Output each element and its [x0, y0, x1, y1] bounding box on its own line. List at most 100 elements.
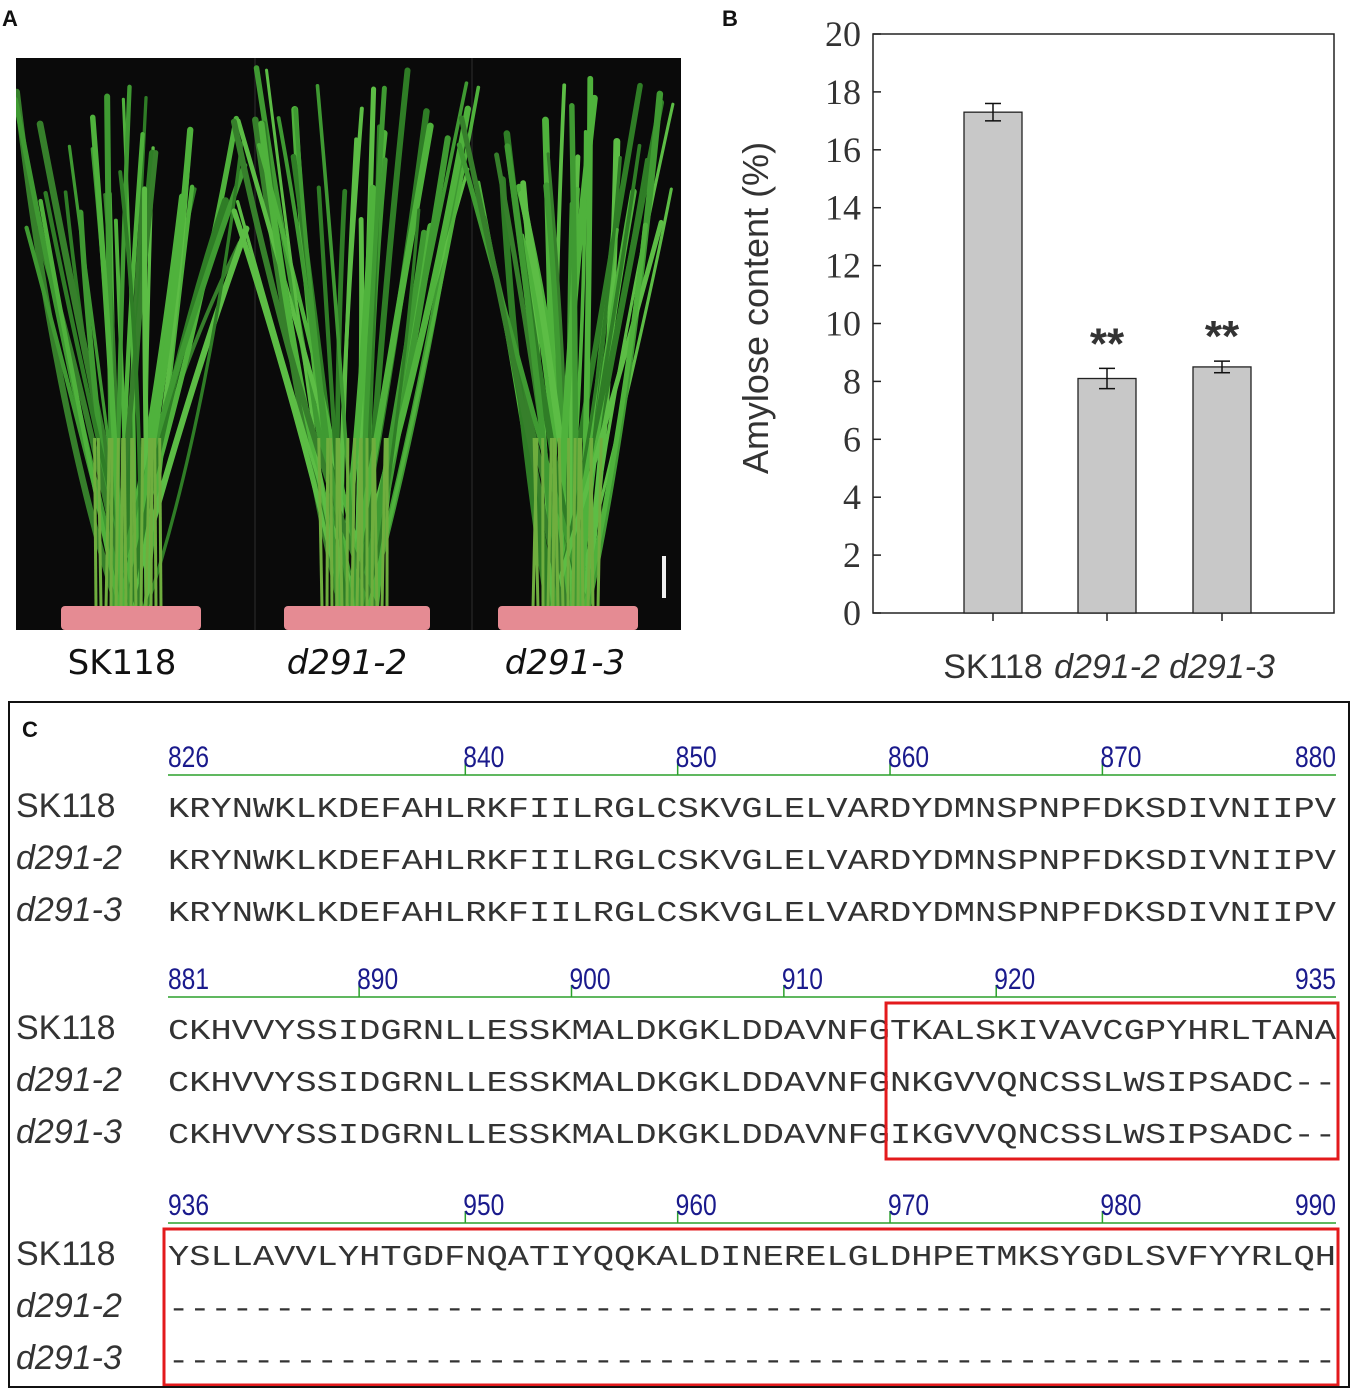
rice-stem: [589, 437, 595, 609]
significance-marker: **: [1205, 312, 1240, 361]
sequence-name: d291-2: [16, 839, 122, 877]
ruler-position-label: 850: [676, 740, 717, 774]
ruler-position-label: 960: [676, 1188, 717, 1222]
y-tick-label: 20: [825, 18, 861, 54]
error-bar: [985, 102, 1001, 122]
ruler-position-label: 910: [782, 962, 823, 996]
ruler-position-label: 860: [888, 740, 929, 774]
rice-stem: [317, 437, 324, 609]
significance-marker: **: [1090, 319, 1125, 368]
y-tick-label: 12: [825, 246, 861, 286]
y-tick-label: 16: [825, 130, 861, 170]
rice-stem: [571, 437, 577, 609]
y-tick-label: 14: [825, 188, 861, 228]
rice-stem: [325, 437, 330, 609]
rice-leaf: [38, 198, 122, 611]
chart-axes: 0 2 4 6 8 10 12 14 16 18 20 SK118 d291-2 d291-3: [825, 18, 1335, 686]
rice-leaf: [117, 126, 194, 612]
sequence-name: SK118: [16, 1235, 116, 1273]
sequence-name: SK118: [16, 787, 116, 825]
ruler-position-label: 881: [168, 962, 209, 996]
y-tick-label: 2: [843, 535, 861, 575]
x-category-label: d291-2: [1054, 648, 1160, 686]
rice-stem: [546, 437, 553, 609]
ruler-position-label: 880: [1295, 740, 1336, 774]
rice-stem: [139, 437, 145, 609]
alignment-block: 826 840 850 860 870 880 SK118 KRYNWKLKDEFAHLRKF…: [16, 740, 1337, 930]
panel-letter-c: C: [22, 717, 38, 742]
rice-leaf: [89, 114, 125, 611]
rice-stem: [579, 437, 585, 609]
sequence-alignment-panel: C 826 840 850 860 870 880 SK118 KRYNWKLKDEFAHLR…: [8, 701, 1350, 1388]
rice-stem: [345, 437, 350, 609]
y-tick-label: 4: [843, 477, 861, 517]
ruler-position-label: 990: [1295, 1188, 1336, 1222]
ruler-position-label: 935: [1295, 962, 1336, 996]
plant-label-d291-3: d291-3: [504, 643, 626, 683]
rice-stem: [129, 437, 134, 609]
sequence-residues: KRYNWKLKDEFAHLRKFIILRGLCSKVGLELVARDYDMNS…: [168, 845, 1337, 878]
rice-stem: [372, 437, 379, 609]
ruler-position-label: 900: [569, 962, 610, 996]
y-tick-label: 10: [825, 304, 861, 344]
rice-stem: [350, 437, 357, 609]
bar-sk118: [963, 111, 1023, 614]
plant-label-sk118: SK118: [67, 643, 177, 683]
sequence-name: d291-3: [16, 1113, 122, 1151]
error-bar: [1214, 360, 1230, 374]
sequence-residues: KRYNWKLKDEFAHLRKFIILRGLCSKVGLELVARDYDMNS…: [168, 793, 1337, 826]
rice-stem: [329, 437, 334, 609]
ruler-position-label: 840: [463, 740, 504, 774]
sequence-name: d291-2: [16, 1287, 122, 1325]
panel-letter-a: A: [2, 6, 18, 31]
sequence-residues: KRYNWKLKDEFAHLRKFIILRGLCSKVGLELVARDYDMNS…: [168, 897, 1337, 930]
rice-stem: [532, 437, 540, 609]
sequence-name: d291-2: [16, 1061, 122, 1099]
rice-stem: [122, 437, 128, 609]
sequence-residues: CKHVVYSSIDGRNLLESSKMALDKGKLDDAVNFGIKGVVQ…: [168, 1119, 1336, 1152]
sequence-residues: CKHVVYSSIDGRNLLESSKMALDKGKLDDAVNFGTKALSK…: [168, 1015, 1337, 1048]
rice-stem: [114, 437, 120, 609]
y-axis-label: Amylose content (%): [735, 142, 776, 474]
rice-stem: [109, 437, 114, 609]
ruler-position-label: 890: [357, 962, 398, 996]
sequence-residues: YSLLAVVLYHTGDFNQATIYQQKALDINERELGLDHPETM…: [168, 1241, 1336, 1274]
rice-stem: [93, 437, 98, 609]
rice-leaf: [582, 222, 648, 611]
rice-leaf: [276, 116, 340, 610]
amylose-bar-chart: 0 2 4 6 8 10 12 14 16 18 20 SK118 d291-2 d291-3 ** ** …: [735, 18, 1335, 686]
frameshift-highlight-box: [162, 1227, 1340, 1386]
rice-plants-illustration: [12, 58, 681, 630]
bar-d291-2: [1077, 377, 1137, 614]
rice-stem: [144, 437, 152, 609]
rice-stem: [359, 437, 364, 609]
sequence-name: d291-3: [16, 891, 122, 929]
rice-stem: [557, 437, 565, 609]
ruler-position-label: 980: [1100, 1188, 1141, 1222]
y-tick-label: 8: [843, 361, 861, 401]
ruler-position-label: 970: [888, 1188, 929, 1222]
alignment-block: 936 950 960 970 980 990 SK118 YSLLAVVLYHTGDFNQA…: [16, 1188, 1340, 1386]
sequence-name: SK118: [16, 1009, 116, 1047]
rice-stem: [153, 437, 158, 609]
bar-d291-3: [1192, 366, 1252, 614]
rice-stem: [553, 437, 560, 609]
sequence-residues: ----------------------------------------…: [168, 1293, 1336, 1326]
alignment-block: 881 890 900 910 920 935 SK118 CKHVVYSSIDGRNLLES…: [16, 962, 1340, 1161]
y-tick-label: 18: [825, 72, 861, 112]
error-bar: [1099, 367, 1115, 390]
ruler-position-label: 950: [463, 1188, 504, 1222]
rice-stem: [337, 437, 344, 609]
frameshift-highlight-box: [884, 1001, 1340, 1161]
rice-leaf: [126, 225, 250, 612]
x-category-label: SK118: [943, 648, 1043, 686]
x-category-label: d291-3: [1169, 648, 1275, 686]
sequence-residues: CKHVVYSSIDGRNLLESSKMALDKGKLDDAVNFGNKGVVQ…: [168, 1067, 1336, 1100]
y-tick-label: 6: [843, 419, 861, 459]
sequence-residues: ----------------------------------------…: [168, 1345, 1336, 1378]
ruler-position-label: 936: [168, 1188, 209, 1222]
ruler-position-label: 870: [1100, 740, 1141, 774]
rice-stem: [566, 437, 571, 609]
rice-stem: [104, 437, 111, 609]
rice-stem: [380, 437, 387, 609]
